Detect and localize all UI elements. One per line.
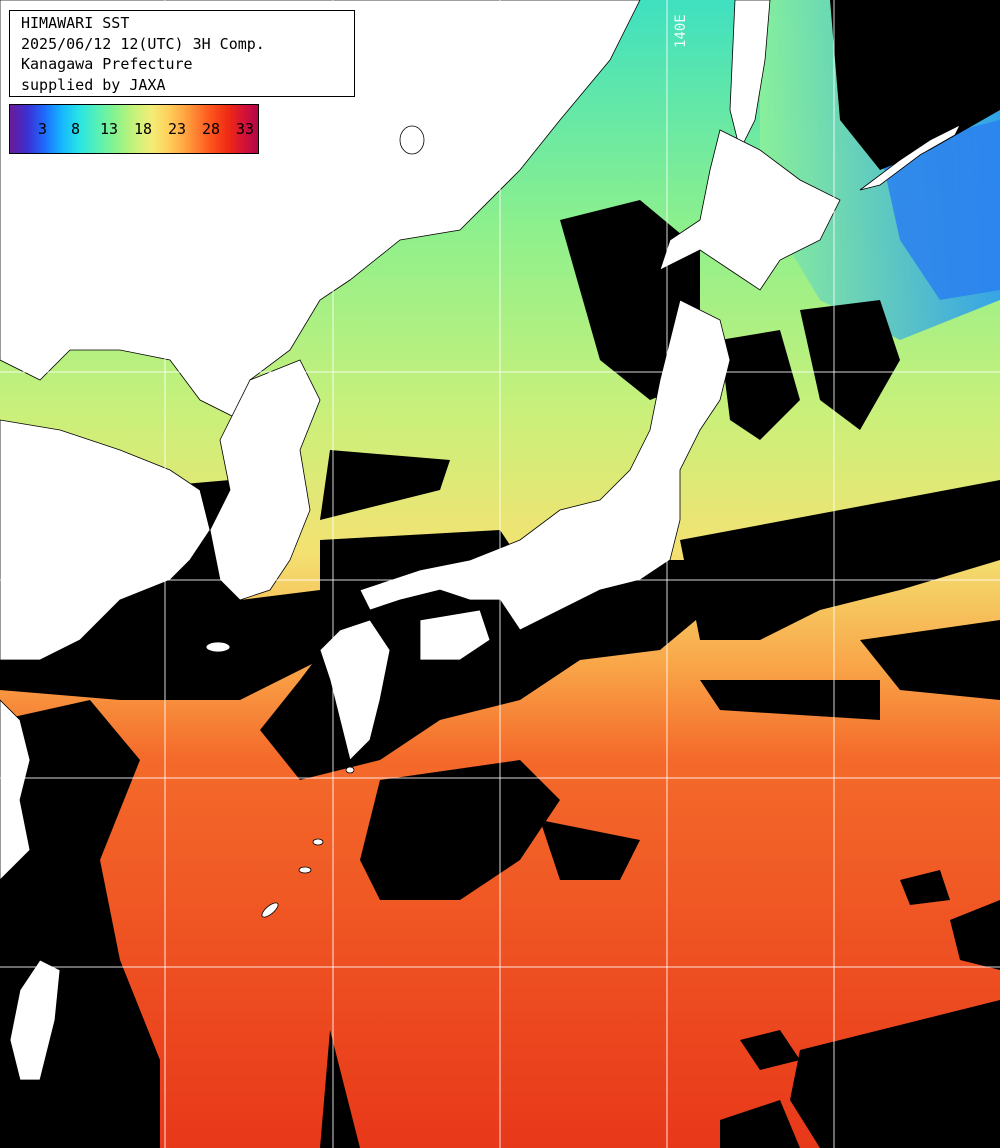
legend-tick-23: 23 bbox=[168, 120, 187, 138]
land-sakhalin bbox=[729, 0, 771, 152]
legend-tick-28: 28 bbox=[202, 120, 221, 138]
legend-tick-3: 3 bbox=[38, 120, 48, 138]
land-rebun bbox=[399, 125, 425, 155]
lon-label-140e: 140E bbox=[673, 14, 689, 48]
land-honshu bbox=[359, 299, 731, 631]
land-shikoku bbox=[419, 609, 491, 661]
legend-tick-8: 8 bbox=[71, 120, 81, 138]
land-jeju bbox=[205, 641, 231, 653]
legend-tick-18: 18 bbox=[134, 120, 153, 138]
info-box: HIMAWARI SST 2025/06/12 12(UTC) 3H Comp.… bbox=[9, 10, 355, 97]
land-tokara bbox=[345, 766, 355, 774]
land-ryukyu-1 bbox=[261, 902, 279, 918]
land-korea bbox=[209, 359, 321, 601]
land-north-china bbox=[0, 419, 211, 661]
land-ryukyu-3 bbox=[312, 838, 324, 846]
land-kurils bbox=[859, 124, 961, 191]
product-title: HIMAWARI SST bbox=[21, 14, 130, 32]
land-kyushu bbox=[319, 619, 391, 761]
land-ryukyu-2 bbox=[298, 866, 312, 874]
color-scale-legend: 3 8 13 18 23 28 33 bbox=[9, 104, 259, 154]
legend-tick-33: 33 bbox=[236, 120, 255, 138]
region-name: Kanagawa Prefecture bbox=[21, 55, 193, 73]
lat-label-40n: 40N bbox=[22, 355, 47, 371]
land-taiwan bbox=[9, 959, 61, 1081]
legend-tick-13: 13 bbox=[100, 120, 119, 138]
timestamp: 2025/06/12 12(UTC) 3H Comp. bbox=[21, 34, 265, 53]
data-credit: supplied by JAXA bbox=[21, 75, 166, 94]
land-hokkaido bbox=[659, 129, 841, 291]
land-china-se bbox=[0, 699, 31, 881]
sea-coldest-northeast bbox=[880, 120, 1000, 300]
